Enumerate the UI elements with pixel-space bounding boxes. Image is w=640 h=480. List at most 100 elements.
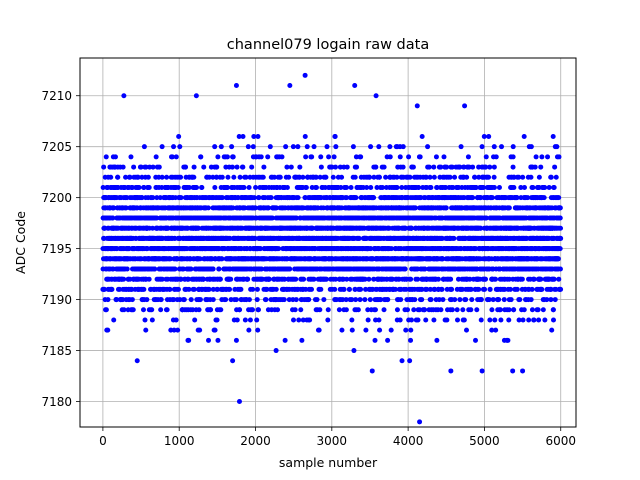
data-point [297,164,303,170]
data-point [362,297,368,303]
data-point [331,154,337,160]
data-point [227,235,233,241]
data-point [441,154,447,160]
data-point [159,144,165,150]
data-point [290,144,296,150]
data-point [233,337,239,343]
data-point [101,286,107,292]
data-point [127,276,133,282]
data-point [128,154,134,160]
data-point [124,266,130,272]
data-point [277,174,283,180]
data-point [105,297,111,303]
data-point [225,184,231,190]
data-point [366,276,372,282]
data-point [103,307,109,313]
data-point [325,307,331,313]
data-point [368,184,374,190]
data-point [422,307,428,313]
data-point [240,164,246,170]
data-point [208,307,214,313]
data-point [219,174,225,180]
data-point [279,154,285,160]
data-point [460,307,466,313]
data-point [473,337,478,343]
data-point [206,337,211,343]
data-point [250,286,256,292]
data-point [143,327,149,333]
data-point [147,164,153,170]
data-point [476,286,482,292]
data-points [100,72,564,425]
data-point [117,286,123,292]
data-point [153,154,159,160]
data-point [120,297,126,303]
data-point [178,195,184,201]
data-point [419,133,425,139]
data-point [250,307,256,313]
data-point [303,184,309,190]
data-point [152,266,158,272]
data-point [474,307,480,313]
data-point [363,327,369,333]
data-point [332,164,338,170]
data-point [293,297,299,303]
data-point [101,164,107,170]
data-point [175,286,181,292]
data-point [397,317,403,323]
data-point [469,297,475,303]
data-point [108,174,114,180]
data-point [372,337,378,343]
data-point [385,337,391,343]
data-point [478,317,484,323]
data-point [447,174,453,180]
data-point [350,144,356,150]
data-point [283,144,289,150]
data-point [178,174,184,180]
data-point [216,266,222,272]
data-point [449,286,455,292]
data-point [354,164,360,170]
data-point [349,327,355,333]
data-point [333,144,339,150]
data-point [323,276,329,282]
data-point [255,327,261,333]
data-point [136,184,142,190]
data-point [435,276,441,282]
data-point [258,154,264,160]
data-point [449,307,455,313]
data-point [121,276,127,282]
data-point [238,286,244,292]
data-point [444,164,450,170]
data-point [427,174,433,180]
data-point [247,317,253,323]
data-point [194,184,200,190]
data-point [249,164,255,170]
data-point [199,184,205,190]
data-point [454,307,460,313]
data-point [431,174,437,180]
data-point [100,184,106,190]
data-point [114,297,120,303]
data-point [260,174,266,180]
data-point [191,164,197,170]
data-point [230,205,236,211]
data-point [173,154,179,160]
data-point [381,307,387,313]
data-point [169,154,175,160]
data-point [388,327,394,333]
data-point [461,317,467,323]
data-point [237,174,243,180]
data-point [138,164,144,170]
data-point [250,144,256,150]
data-point [255,133,261,139]
data-point [266,276,272,282]
data-point [200,276,206,282]
data-point [246,297,252,303]
data-point [368,144,374,150]
data-point [293,276,299,282]
data-point [349,317,355,323]
data-point [452,297,458,303]
data-point [385,297,391,303]
data-point [287,266,293,272]
